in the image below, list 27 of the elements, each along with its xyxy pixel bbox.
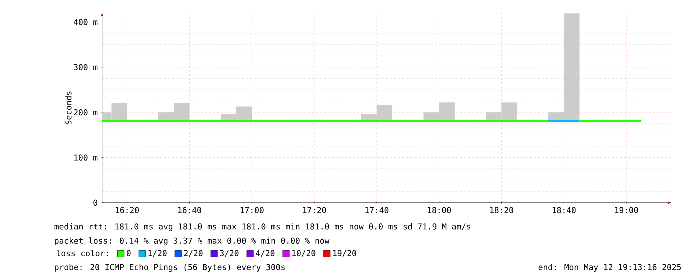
legend-label: 4/20	[256, 250, 275, 257]
legend-label: 10/20	[292, 250, 316, 257]
y-axis-title: Seconds	[66, 92, 72, 124]
x-tick-label: 18:20	[490, 207, 514, 214]
x-tick-label: 18:00	[428, 207, 452, 214]
legend-label: 1/20	[148, 250, 167, 257]
legend-label: 3/20	[220, 250, 239, 257]
x-tick-label: 16:40	[178, 207, 202, 214]
text: median rtt: 181.0 ms avg 181.0 ms max 181.0 ms min 181.0 ms now 0.0 ms sd 71.9 M am/s	[54, 223, 471, 232]
x-tick-label: 17:20	[303, 207, 326, 214]
legend-title: loss color:	[56, 250, 108, 256]
x-tick-label: 17:40	[366, 207, 389, 214]
x-tick-label: 17:00	[240, 207, 264, 214]
legend-label: 2/20	[184, 250, 203, 257]
legend-label: 19/20	[333, 250, 356, 257]
x-tick-label: 18:40	[552, 207, 576, 214]
y-tick-label: 100 m	[74, 154, 98, 161]
text: end: Mon May 12 19:13:16 2025	[538, 264, 682, 272]
y-tick-label: 0	[94, 200, 98, 206]
x-tick-label: 16:20	[116, 207, 139, 214]
x-tick-label: 19:00	[615, 207, 638, 214]
y-tick-label: 400 m	[74, 19, 98, 26]
text: probe: 20 ICMP Echo Pings (56 Bytes) every 300s	[55, 264, 285, 272]
text: packet loss: 0.14 % avg 3.37 % max 0.00 % min 0.00 % now	[55, 238, 330, 246]
y-tick-label: 200 m	[74, 109, 98, 116]
y-tick-label: 300 m	[74, 64, 98, 70]
legend-label: 0	[126, 250, 131, 256]
